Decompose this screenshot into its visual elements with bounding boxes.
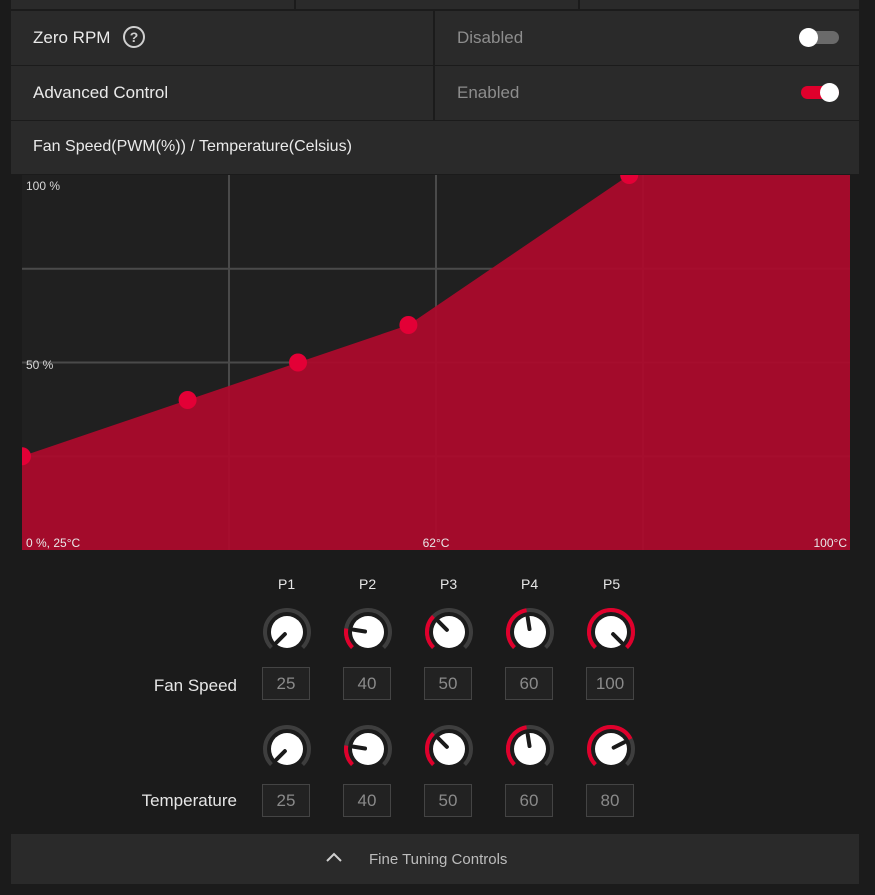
fan-speed-knob-p5[interactable] <box>586 607 636 657</box>
temperature-knob-p1[interactable] <box>262 724 312 774</box>
knob-value-arc <box>344 628 354 649</box>
temperature-input-p5[interactable]: 80 <box>586 784 634 817</box>
advanced-control-toggle[interactable] <box>799 83 839 102</box>
knob-indicator <box>274 749 287 762</box>
temperature-knob-p3[interactable] <box>424 724 474 774</box>
knob-indicator <box>525 615 532 632</box>
temperature-input-p4[interactable]: 60 <box>505 784 553 817</box>
curve-point-p2[interactable] <box>178 391 197 409</box>
temperature-input-p2[interactable]: 40 <box>343 784 391 817</box>
advanced-control-label: Advanced Control <box>33 83 169 102</box>
zero-rpm-value: Disabled <box>457 28 524 47</box>
toggle-knob <box>799 28 818 47</box>
point-label-p1: P1 <box>278 576 296 592</box>
curve-points <box>22 175 639 466</box>
knob-value-arc <box>587 725 633 766</box>
y-tick-label-50: 50 % <box>26 358 54 372</box>
fan-speed-knob-p3[interactable] <box>424 607 474 657</box>
temperature-input-p3[interactable]: 50 <box>424 784 472 817</box>
knob-value-arc <box>506 608 527 649</box>
knob-indicator <box>351 627 368 634</box>
knob-face <box>514 733 546 765</box>
temperature-knob-p5[interactable] <box>586 724 636 774</box>
point-label-p4: P4 <box>521 576 539 592</box>
chevron-up-icon <box>326 852 342 862</box>
knob-value-arc <box>506 725 527 766</box>
knob-indicator <box>274 632 287 645</box>
y-tick-label-100: 100 % <box>26 179 60 193</box>
fan-speed-input-p1[interactable]: 25 <box>262 667 310 700</box>
knob-value-arc <box>425 732 435 766</box>
temperature-knob-p2[interactable] <box>343 724 393 774</box>
temperature-input-p1[interactable]: 25 <box>262 784 310 817</box>
fan-speed-input-p5[interactable]: 100 <box>586 667 634 700</box>
knob-track <box>263 608 311 649</box>
origin-label: 0 %, 25°C <box>26 536 80 550</box>
curve-point-p5[interactable] <box>620 175 639 184</box>
fan-speed-label: Fan Speed <box>153 676 237 695</box>
knob-indicator <box>611 740 627 750</box>
fine-tuning-controls-bar[interactable]: Fine Tuning Controls <box>11 834 859 884</box>
tab-divider <box>294 0 296 9</box>
advanced-control-label-cell: Advanced Control <box>11 66 435 120</box>
knob-face <box>352 616 384 648</box>
knob-indicator <box>436 619 449 632</box>
point-label-p3: P3 <box>440 576 458 592</box>
temperature-knob-p4[interactable] <box>505 724 555 774</box>
zero-rpm-label-cell: Zero RPM ? <box>11 11 435 65</box>
knob-indicator <box>436 736 449 749</box>
chart-header: Fan Speed(PWM(%)) / Temperature(Celsius) <box>11 121 859 174</box>
curve-point-p1[interactable] <box>22 447 31 466</box>
fan-curve-chart[interactable]: 0 %, 25°C 62°C 100°C 100 % 50 % <box>22 175 850 550</box>
curve-point-p4[interactable] <box>399 316 418 334</box>
point-label-p2: P2 <box>359 576 377 592</box>
fan-speed-input-p2[interactable]: 40 <box>343 667 391 700</box>
fan-speed-input-p3[interactable]: 50 <box>424 667 472 700</box>
x-tick-label-100: 100°C <box>814 536 848 550</box>
fine-tuning-controls-label: Fine Tuning Controls <box>369 851 508 868</box>
zero-rpm-row: Zero RPM ? Disabled <box>11 11 859 65</box>
knob-indicator <box>525 732 532 749</box>
toggle-knob <box>820 83 839 102</box>
fan-speed-knob-p1[interactable] <box>262 607 312 657</box>
knob-track <box>263 725 311 766</box>
zero-rpm-toggle[interactable] <box>799 28 839 47</box>
knob-face <box>595 733 627 765</box>
top-tab-strip <box>11 0 859 10</box>
knob-face <box>514 616 546 648</box>
help-icon[interactable]: ? <box>123 26 145 48</box>
tab-divider <box>578 0 580 9</box>
temperature-label: Temperature <box>141 791 237 810</box>
fan-speed-input-p4[interactable]: 60 <box>505 667 553 700</box>
knob-value-arc <box>344 745 354 766</box>
point-label-p5: P5 <box>603 576 621 592</box>
advanced-control-row: Advanced Control Enabled <box>11 66 859 120</box>
knob-value-arc <box>425 615 435 649</box>
knob-indicator <box>351 744 368 751</box>
fan-speed-knob-p2[interactable] <box>343 607 393 657</box>
advanced-control-value: Enabled <box>457 83 520 102</box>
knob-indicator <box>611 632 624 645</box>
fan-curve-area <box>22 175 850 550</box>
knob-face <box>352 733 384 765</box>
x-tick-label-62: 62°C <box>423 536 450 550</box>
fan-speed-knob-p4[interactable] <box>505 607 555 657</box>
zero-rpm-label: Zero RPM <box>33 28 111 47</box>
curve-point-p3[interactable] <box>289 353 307 372</box>
knob-value-arc <box>587 608 635 649</box>
chart-header-title: Fan Speed(PWM(%)) / Temperature(Celsius) <box>33 138 352 155</box>
